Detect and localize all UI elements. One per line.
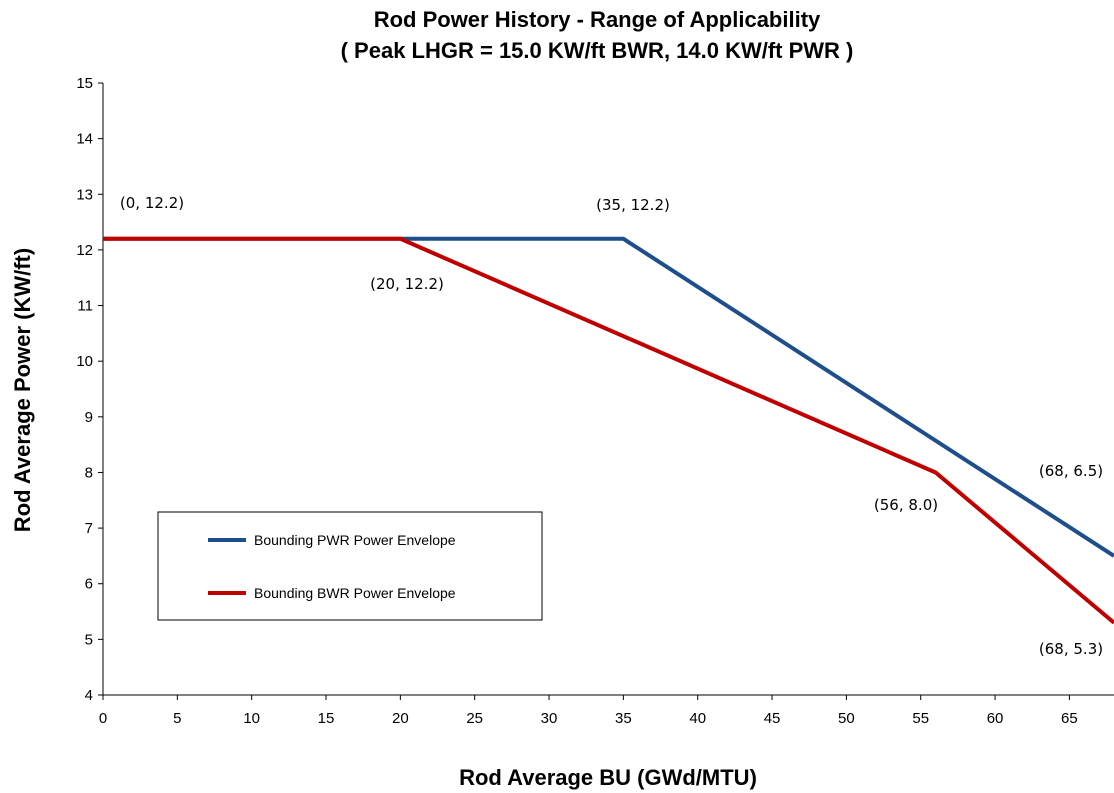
y-tick-label: 12 (76, 242, 93, 259)
chart-title: Rod Power History - Range of Applicabili… (374, 7, 821, 32)
series-line-bwr (103, 236, 1114, 625)
x-tick-label: 35 (615, 710, 632, 727)
y-tick-label: 9 (85, 409, 93, 426)
x-tick-label: 50 (838, 710, 855, 727)
y-tick-label: 6 (85, 576, 93, 593)
x-tick-label: 55 (912, 710, 929, 727)
chart-subtitle: ( Peak LHGR = 15.0 KW/ft BWR, 14.0 KW/ft… (341, 38, 854, 63)
x-tick-label: 45 (764, 710, 781, 727)
series-line-pwr (103, 236, 1114, 558)
x-tick-label: 60 (987, 710, 1004, 727)
y-tick-label: 11 (77, 298, 93, 315)
x-tick-label: 25 (466, 710, 483, 727)
y-tick-label: 13 (76, 186, 93, 203)
y-tick-label: 4 (85, 687, 93, 704)
y-tick-label: 8 (85, 464, 93, 481)
x-tick-label: 0 (99, 710, 107, 727)
x-tick-label: 10 (243, 710, 260, 727)
annotation-pwr-knee: (35, 12.2) (596, 196, 670, 214)
y-tick-label: 5 (85, 631, 93, 648)
x-axis-title: Rod Average BU (GWd/MTU) (459, 765, 757, 790)
annotation-pwr-start: (0, 12.2) (120, 194, 184, 212)
legend: Bounding PWR Power Envelope Bounding BWR… (157, 511, 543, 621)
legend-label-bwr: Bounding BWR Power Envelope (254, 585, 456, 601)
annotation-pwr-end: (68, 6.5) (1039, 462, 1103, 480)
y-tick-label: 15 (76, 75, 93, 92)
annotation-bwr-end: (68, 5.3) (1039, 640, 1103, 658)
annotation-bwr-knee-1: (20, 12.2) (370, 275, 444, 293)
y-tick-label: 14 (76, 131, 93, 148)
y-tick-label: 10 (76, 353, 93, 370)
x-tick-label: 30 (541, 710, 558, 727)
annotation-bwr-knee-2: (56, 8.0) (874, 496, 938, 514)
series-layer (103, 236, 1114, 625)
x-tick-label: 20 (392, 710, 409, 727)
legend-box (157, 511, 543, 621)
x-tick-label: 15 (318, 710, 335, 727)
legend-label-pwr: Bounding PWR Power Envelope (254, 532, 456, 548)
x-tick-label: 65 (1061, 710, 1078, 727)
y-tick-label: 7 (85, 520, 93, 537)
y-axis-title: Rod Average Power (KW/ft) (10, 248, 35, 532)
x-tick-label: 5 (173, 710, 181, 727)
x-tick-label: 40 (689, 710, 706, 727)
